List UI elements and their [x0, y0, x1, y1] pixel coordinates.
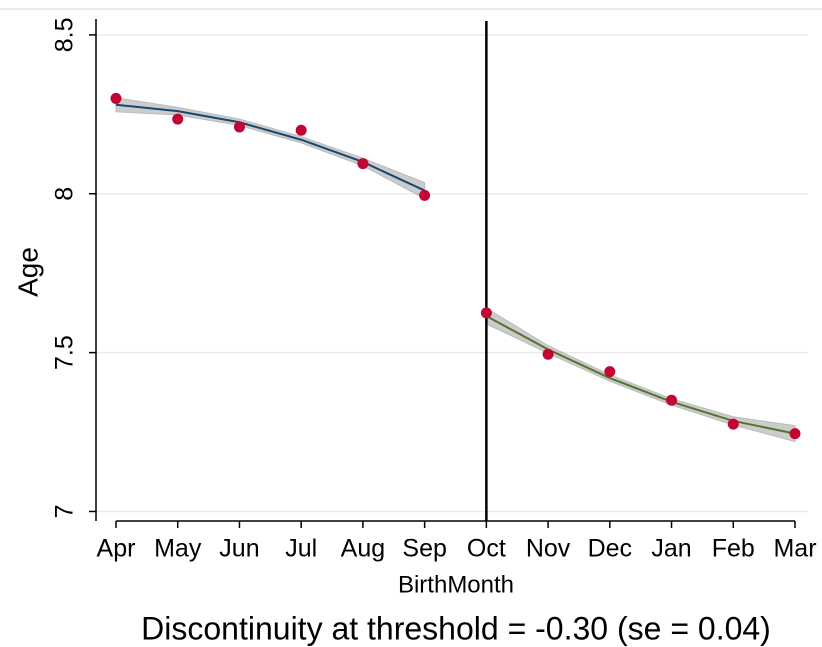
x-axis-label: BirthMonth — [398, 571, 514, 598]
y-tick-label: 8 — [51, 187, 79, 201]
x-tick-label: Oct — [467, 535, 506, 563]
y-axis-label: Age — [12, 247, 43, 297]
confidence-band — [485, 307, 796, 443]
y-tick-label: 7.5 — [51, 335, 79, 370]
x-tick-label: Sep — [402, 535, 446, 563]
data-point — [357, 158, 369, 170]
data-point — [542, 348, 554, 360]
x-tick-label: Feb — [712, 535, 755, 563]
x-tick-label: Nov — [526, 535, 571, 563]
data-point — [172, 113, 184, 125]
data-point — [480, 307, 492, 319]
x-tick-label: Mar — [773, 535, 816, 563]
data-point — [295, 124, 307, 136]
data-point — [604, 366, 616, 378]
data-point — [419, 189, 431, 201]
note: Discontinuity at threshold = -0.30 (se =… — [141, 610, 771, 646]
data-point — [666, 394, 678, 406]
data-point — [789, 428, 801, 440]
x-tick-label: Jun — [219, 535, 259, 563]
x-tick-label: Dec — [588, 535, 632, 563]
y-tick-label: 8.5 — [51, 18, 79, 53]
confidence-band — [115, 97, 426, 200]
data-point — [233, 121, 245, 133]
data-point — [727, 418, 739, 430]
x-tick-label: Jul — [285, 535, 317, 563]
x-tick-label: May — [154, 535, 202, 563]
fit-line — [485, 315, 796, 435]
fit-line — [115, 103, 426, 192]
x-tick-label: Aug — [341, 535, 385, 563]
x-tick-label: Jan — [651, 535, 691, 563]
y-tick-label: 7 — [51, 505, 79, 519]
x-tick-label: Apr — [97, 535, 136, 563]
data-point — [110, 92, 122, 104]
